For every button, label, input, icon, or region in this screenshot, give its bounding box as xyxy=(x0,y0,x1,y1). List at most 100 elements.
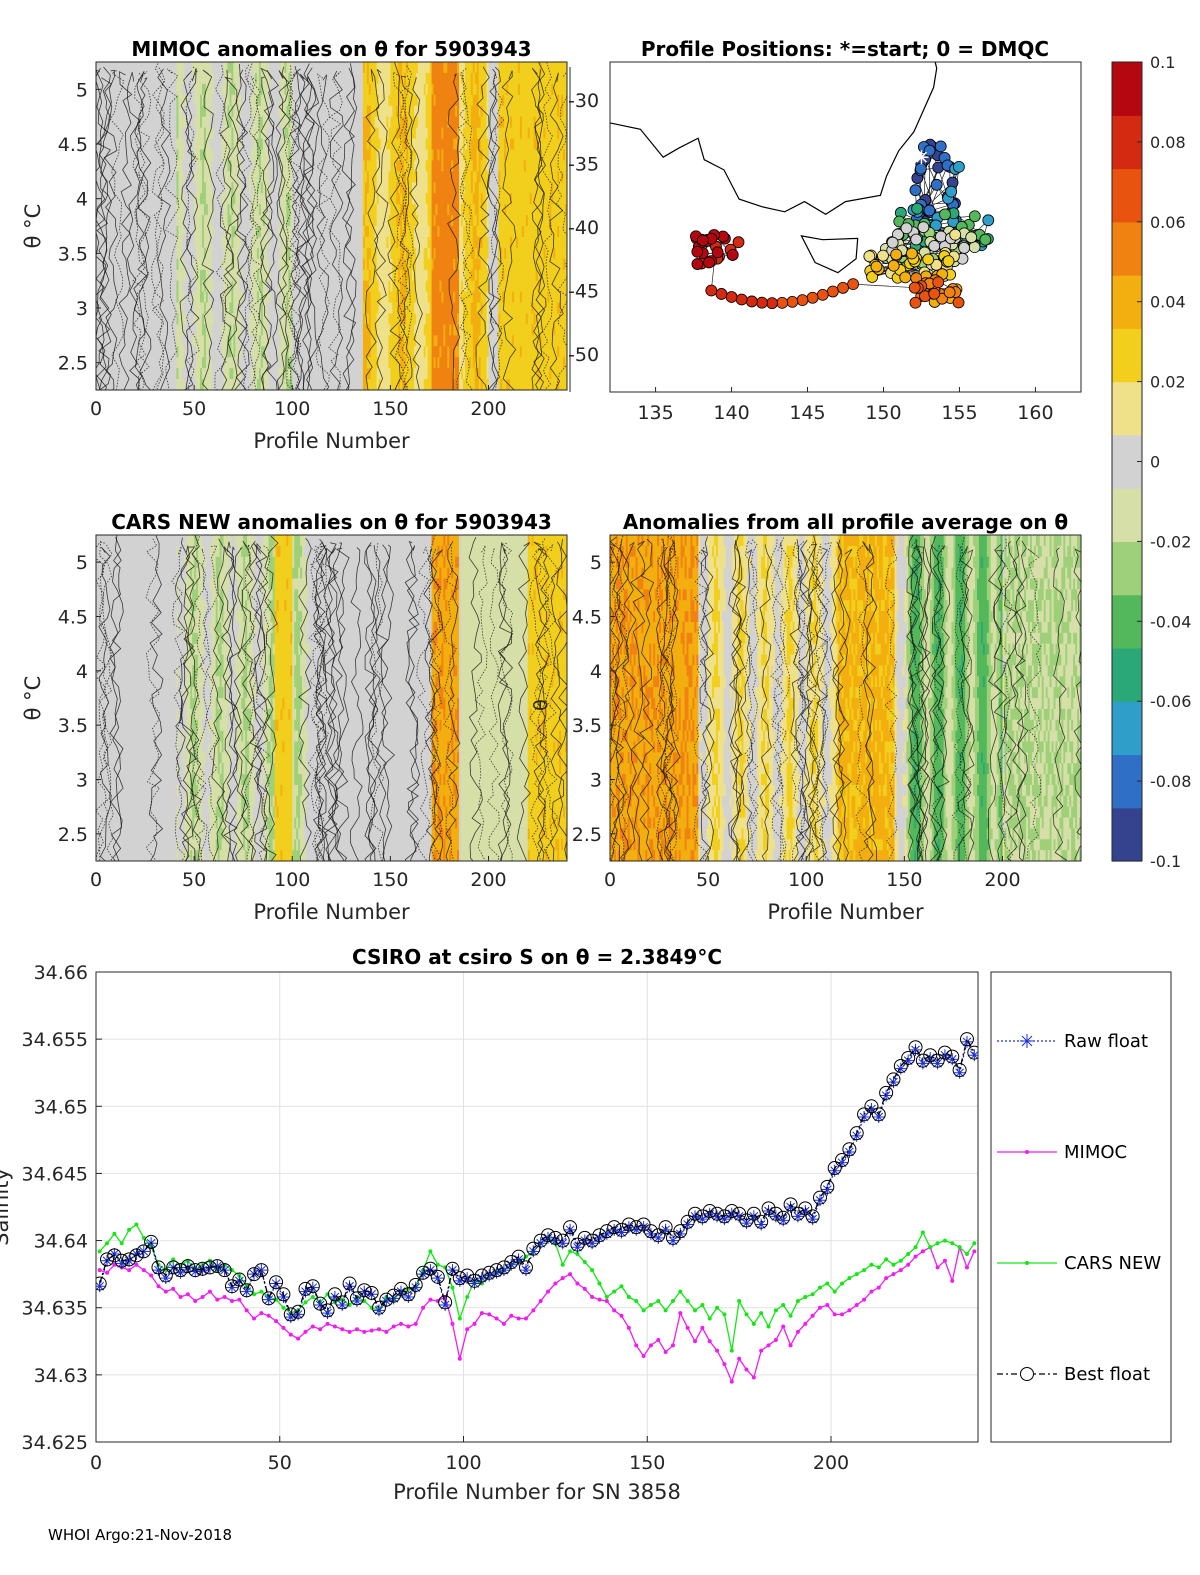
mimoc-cell xyxy=(113,215,117,227)
mimoc-cell xyxy=(152,193,156,205)
mimoc-cell xyxy=(290,193,293,205)
mimoc-cell xyxy=(251,105,254,118)
mimoc-cell xyxy=(304,127,307,139)
mimoc-cell xyxy=(172,160,175,172)
mimoc-cell xyxy=(280,335,283,347)
mimoc-cell xyxy=(372,62,376,74)
mimoc-cell xyxy=(170,182,173,194)
mimoc-cell xyxy=(168,182,171,194)
mimoc-cell xyxy=(300,149,303,161)
mimoc-cell xyxy=(168,379,171,390)
mimoc-cell xyxy=(147,247,150,260)
mimoc-cell xyxy=(329,280,332,292)
mimoc-cell xyxy=(258,236,262,249)
mimoc-cell xyxy=(180,127,183,139)
mimoc-cell xyxy=(249,193,252,205)
mimoc-cell xyxy=(368,247,372,260)
mimoc-cell xyxy=(125,83,128,96)
mimoc-cell xyxy=(300,291,303,303)
mimoc-cell xyxy=(343,83,346,96)
mimoc-cell xyxy=(315,236,319,249)
mimoc-cell xyxy=(260,62,264,74)
mimoc-cell xyxy=(286,379,289,390)
mimoc-cell xyxy=(394,226,397,238)
mimoc-cell xyxy=(323,226,327,238)
mimoc-cell xyxy=(117,346,120,358)
mimoc-cell xyxy=(209,236,213,249)
mimoc-cell xyxy=(386,72,389,85)
mimoc-cell xyxy=(370,379,374,390)
mimoc-cell xyxy=(394,324,397,336)
mimoc-cell xyxy=(272,215,275,227)
mimoc-cell xyxy=(272,269,275,282)
mimoc-cell xyxy=(113,324,117,336)
mimoc-cell xyxy=(323,291,327,303)
mimoc-cell xyxy=(372,346,376,358)
mimoc-cell xyxy=(178,302,181,314)
mimoc-cell xyxy=(398,324,401,336)
mimoc-cell xyxy=(107,171,111,183)
mimoc-cell xyxy=(392,324,395,336)
mimoc-cell xyxy=(388,280,391,292)
mimoc-cell xyxy=(119,335,122,347)
mimoc-cell xyxy=(358,215,362,227)
mimoc-cell xyxy=(353,127,356,139)
mimoc-cell xyxy=(357,127,360,139)
mimoc-cell xyxy=(164,72,168,85)
mimoc-cell xyxy=(194,236,197,249)
mimoc-cell xyxy=(368,324,372,336)
mimoc-cell xyxy=(109,313,113,325)
mimoc-cell xyxy=(349,379,352,390)
mimoc-cell xyxy=(217,258,221,271)
mimoc-cell xyxy=(390,171,393,183)
mimoc-cell xyxy=(307,83,311,96)
mimoc-cell xyxy=(113,171,117,183)
mimoc-cell xyxy=(390,335,393,347)
mimoc-cell xyxy=(406,72,409,85)
mimoc-cell xyxy=(105,182,109,194)
mimoc-cell xyxy=(172,302,175,314)
mimoc-cell xyxy=(368,226,372,238)
mimoc-cell xyxy=(319,258,323,271)
mimoc-cell xyxy=(313,379,317,390)
mimoc-cell xyxy=(213,160,217,172)
mimoc-cell xyxy=(200,182,203,194)
mimoc-cell xyxy=(394,116,397,128)
mimoc-cell xyxy=(137,215,140,227)
mimoc-cell xyxy=(419,182,423,194)
mimoc-cell xyxy=(158,346,162,358)
mimoc-cell xyxy=(296,226,299,238)
mimoc-cell xyxy=(137,269,140,282)
mimoc-cell xyxy=(196,160,199,172)
mimoc-cell xyxy=(311,379,315,390)
mimoc-cell xyxy=(254,171,258,183)
mimoc-cell xyxy=(245,335,248,347)
mimoc-cell xyxy=(347,116,350,128)
mimoc-cell xyxy=(362,291,366,303)
mimoc-cell xyxy=(158,368,162,380)
mimoc-cell xyxy=(274,313,277,325)
mimoc-cell xyxy=(284,182,287,194)
mimoc-cell xyxy=(406,313,409,325)
mimoc-cell xyxy=(178,269,181,282)
mimoc-cell xyxy=(249,138,252,150)
mimoc-cell xyxy=(415,62,419,74)
mimoc-cell xyxy=(339,280,342,292)
mimoc-cell xyxy=(145,127,148,139)
mimoc-cell xyxy=(331,116,334,128)
mimoc-cell xyxy=(274,105,277,118)
mimoc-cell xyxy=(111,215,115,227)
mimoc-cell xyxy=(398,171,401,183)
mimoc-cell xyxy=(400,247,403,260)
mimoc-cell xyxy=(135,62,138,74)
mimoc-cell xyxy=(349,127,352,139)
mimoc-cell xyxy=(406,269,409,282)
mimoc-cell xyxy=(292,72,295,85)
mimoc-cell xyxy=(274,346,277,358)
mimoc-cell xyxy=(227,280,230,292)
mimoc-cell xyxy=(113,379,117,390)
mimoc-cell xyxy=(396,368,399,380)
mimoc-cell xyxy=(101,62,105,74)
mimoc-cell xyxy=(245,204,248,216)
mimoc-cell xyxy=(103,138,107,150)
